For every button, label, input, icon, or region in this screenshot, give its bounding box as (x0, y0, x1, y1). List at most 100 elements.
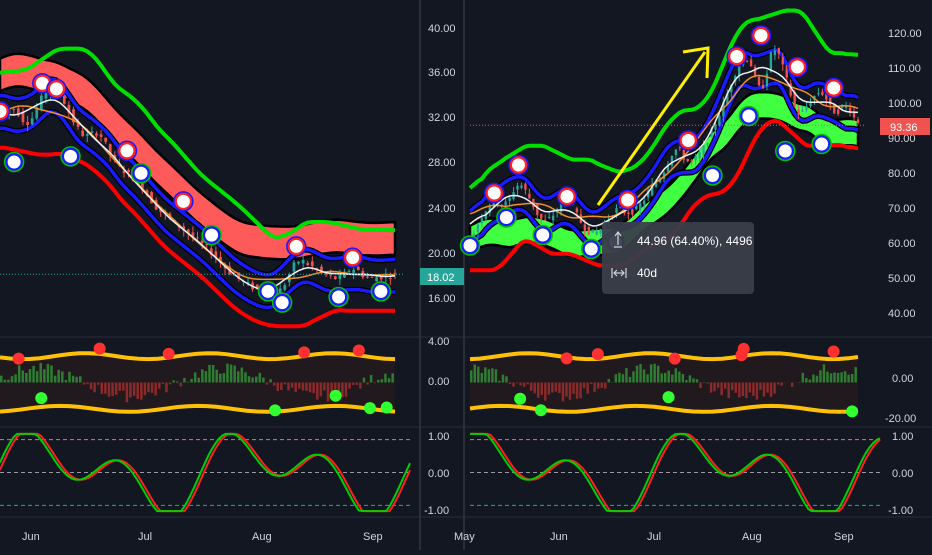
histogram-bar (352, 383, 355, 385)
histogram-bar (470, 370, 472, 382)
histogram-bar (537, 383, 539, 398)
histogram-bar (731, 383, 733, 391)
candle-body (627, 213, 629, 214)
histogram-bar (555, 383, 557, 392)
left-hist-tick: 0.00 (428, 376, 449, 388)
histogram-bar (327, 383, 330, 402)
histogram-bar (144, 383, 147, 396)
candle-body (548, 217, 550, 218)
histogram-bar (104, 383, 107, 394)
candle-body (95, 133, 98, 135)
histogram-bar (215, 370, 218, 383)
pivot-high-marker (345, 250, 361, 266)
candle-body (12, 109, 15, 110)
histogram-bar (523, 383, 525, 387)
histogram-bar (320, 383, 323, 397)
histogram-bar (32, 366, 35, 383)
left-price-tick: 36.00 (428, 67, 456, 79)
candle-body (371, 277, 374, 278)
candle-body (782, 57, 784, 65)
right-price-tick: 60.00 (888, 238, 916, 250)
candle-body (357, 267, 360, 270)
histogram-bar (277, 383, 280, 392)
histogram-bar (40, 363, 43, 383)
histogram-bar (505, 376, 507, 382)
candle-body (592, 229, 594, 232)
histogram-bar (140, 383, 143, 400)
left-histogram-pane[interactable] (0, 343, 395, 417)
histogram-bar (572, 383, 574, 394)
histogram-sell-dot (163, 348, 175, 360)
histogram-bar (710, 383, 712, 393)
pivot-high-marker (119, 143, 135, 159)
histogram-buy-dot (663, 391, 675, 403)
histogram-bar (533, 383, 535, 394)
candle-body (809, 103, 811, 106)
histogram-bar (151, 383, 154, 393)
histogram-bar (356, 383, 359, 385)
pivot-low-marker (535, 227, 551, 243)
histogram-bar (692, 378, 694, 382)
histogram-bar (622, 374, 624, 382)
right-price-tick: 40.00 (888, 308, 916, 320)
histogram-bar (664, 373, 666, 383)
histogram-bar (205, 371, 208, 382)
candle-body (750, 60, 752, 67)
histogram-bar (4, 380, 7, 383)
histogram-bar (338, 383, 341, 392)
histogram-bar (749, 383, 751, 393)
candle-body (639, 203, 641, 209)
histogram-bar (763, 383, 765, 397)
left-price-tick: 20.00 (428, 248, 456, 260)
left-last-price-label: 18.02 (427, 272, 455, 284)
measure-tooltip[interactable]: 44.96 (64.40%), 4496 40d (602, 222, 754, 294)
histogram-bar (678, 372, 680, 383)
left-osc-tick: 0.00 (428, 468, 449, 480)
candle-body (552, 216, 554, 221)
histogram-bar (685, 380, 687, 382)
candle-body (694, 156, 696, 160)
histogram-bar (316, 383, 319, 400)
histogram-bar (713, 383, 715, 392)
candle-body (576, 208, 578, 212)
pivot-low-marker (705, 168, 721, 184)
left-osc-tick: -1.00 (424, 505, 449, 517)
candle-body (766, 74, 768, 86)
candle-body (778, 48, 780, 54)
candle-body (334, 276, 337, 279)
histogram-bar (516, 383, 518, 384)
histogram-bar (650, 364, 652, 382)
right-time-tick: Sep (834, 531, 854, 543)
histogram-bar (230, 364, 233, 382)
histogram-bar (266, 383, 269, 385)
histogram-bar (176, 381, 179, 382)
histogram-bar (509, 383, 511, 385)
right-last-price-label: 93.36 (890, 122, 918, 134)
histogram-bar (223, 373, 226, 382)
histogram-bar (569, 383, 571, 400)
candle-body (536, 204, 538, 215)
histogram-bar (576, 383, 578, 399)
right-histogram-pane[interactable] (470, 343, 858, 417)
candle-body (26, 122, 29, 125)
histogram-bar (219, 374, 222, 383)
histogram-bar (668, 371, 670, 383)
histogram-bar (759, 383, 761, 390)
candle-body (762, 85, 764, 89)
histogram-bar (840, 372, 842, 382)
histogram-bar (604, 383, 606, 389)
histogram-bar (154, 383, 157, 396)
pivot-high-marker (753, 28, 769, 44)
candle-body (306, 263, 309, 265)
histogram-buy-dot (514, 393, 526, 405)
histogram-bar (565, 383, 567, 397)
histogram-bar (519, 383, 521, 386)
candle-body (81, 131, 84, 136)
left-hist-tick: 4.00 (428, 336, 449, 348)
candle-body (293, 262, 296, 271)
candle-body (516, 186, 518, 190)
histogram-bar (57, 370, 60, 383)
histogram-bar (498, 381, 500, 383)
